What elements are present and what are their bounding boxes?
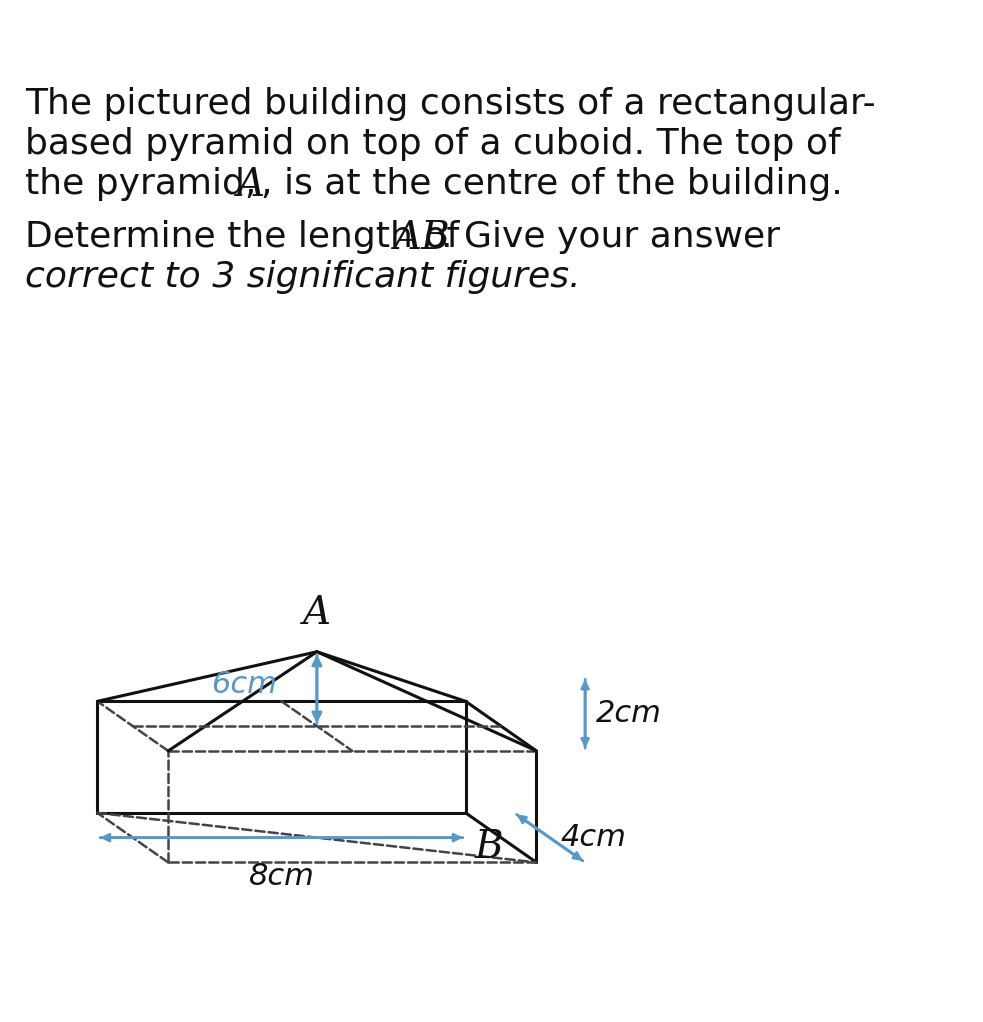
Text: the pyramid,: the pyramid,	[25, 167, 267, 200]
Text: A: A	[237, 167, 265, 203]
Text: The pictured building consists of a rectangular-: The pictured building consists of a rect…	[25, 87, 876, 121]
Text: B: B	[475, 829, 503, 866]
Text: Determine the length of: Determine the length of	[25, 220, 471, 253]
Text: A: A	[303, 595, 331, 633]
Text: 6cm: 6cm	[211, 670, 277, 699]
Text: correct to 3 significant figures.: correct to 3 significant figures.	[25, 260, 580, 293]
Text: , is at the centre of the building.: , is at the centre of the building.	[261, 167, 842, 200]
Text: 4cm: 4cm	[560, 823, 626, 852]
Text: based pyramid on top of a cuboid. The top of: based pyramid on top of a cuboid. The to…	[25, 127, 840, 160]
Text: 2cm: 2cm	[596, 699, 662, 729]
Text: AB: AB	[394, 220, 450, 257]
Text: . Give your answer: . Give your answer	[440, 220, 780, 253]
Text: 8cm: 8cm	[249, 863, 315, 891]
